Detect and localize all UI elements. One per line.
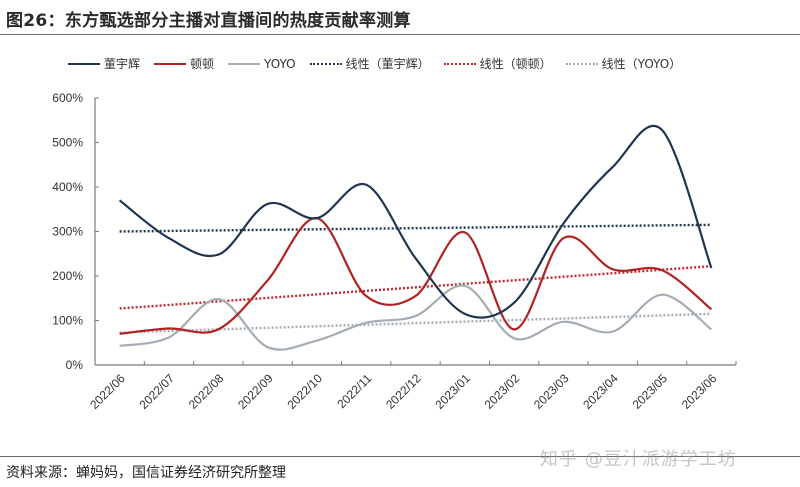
x-tick-label: 2023/01 [432, 371, 473, 412]
legend-label: 董宇辉 [104, 57, 141, 71]
solid-line-swatch-icon [154, 62, 187, 65]
legend-item: 线性（顿顿） [443, 55, 552, 72]
dotted-line-swatch-icon [309, 62, 342, 65]
y-tick-label: 500% [52, 136, 83, 150]
legend-item: 董宇辉 [68, 55, 140, 72]
y-tick-label: 600% [52, 91, 83, 105]
solid-line-swatch-icon [68, 62, 100, 65]
x-tick-label: 2022/10 [284, 371, 325, 412]
legend-item: 线性（董宇辉） [309, 55, 430, 72]
x-tick-label: 2023/03 [531, 371, 572, 412]
y-tick-label: 100% [52, 314, 83, 328]
trendline [119, 312, 712, 334]
chart-legend: 董宇辉 顿顿 YOYO 线性（董宇辉） 线性（顿顿） 线性（YOYO） [68, 55, 695, 72]
solid-line-swatch-icon [228, 62, 261, 65]
legend-label: 顿顿 [190, 57, 215, 71]
legend-item: YOYO [228, 57, 296, 71]
x-tick-label: 2022/09 [235, 371, 276, 412]
series-line [118, 124, 713, 319]
legend-label: 线性（董宇辉） [345, 57, 430, 71]
watermark: 知乎 @豆汁派游学工坊 [540, 449, 737, 470]
legend-item: 顿顿 [154, 55, 214, 72]
legend-label: YOYO [264, 56, 296, 71]
y-tick-label: 0% [66, 358, 84, 372]
line-chart: 0% 100% 200% 300% 400% 500% 600% 2022/06 2022/07… [52, 91, 737, 412]
dotted-line-swatch-icon [443, 62, 476, 65]
x-tick-label: 2022/06 [87, 371, 128, 412]
y-tick-label: 400% [52, 180, 83, 194]
series-line [119, 284, 713, 351]
x-tick-label: 2022/07 [137, 371, 178, 412]
x-tick-label: 2023/05 [630, 371, 671, 412]
source-note: 资料来源：蝉妈妈，国信证券经济研究所整理 [6, 465, 286, 481]
y-tick-label: 300% [52, 225, 83, 239]
legend-item: 线性（YOYO） [565, 55, 682, 72]
figure-title: 图26：东方甄选部分主播对直播间的热度贡献率测算 [6, 11, 411, 31]
dotted-line-swatch-icon [565, 62, 598, 65]
series-line [119, 217, 713, 335]
x-tick-label: 2022/08 [186, 371, 227, 412]
legend-label: 线性（顿顿） [479, 57, 552, 71]
title-divider [0, 34, 800, 35]
legend-label: 线性（YOYO） [601, 57, 682, 71]
x-tick-label: 2022/11 [334, 371, 374, 411]
footer-divider [0, 456, 800, 457]
x-tick-label: 2022/12 [383, 371, 424, 412]
trendline [119, 265, 712, 310]
trendline [119, 223, 712, 233]
y-tick-label: 200% [52, 269, 83, 283]
x-tick-label: 2023/04 [580, 371, 621, 412]
x-tick-label: 2023/06 [679, 371, 720, 412]
x-tick-label: 2023/02 [482, 371, 523, 412]
